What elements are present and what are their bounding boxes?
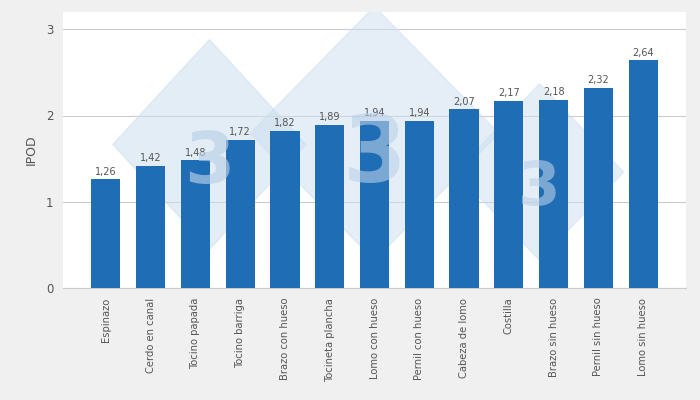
Text: 1,72: 1,72 <box>230 127 251 137</box>
Bar <box>91 179 120 288</box>
Polygon shape <box>250 6 499 260</box>
Bar <box>315 125 344 288</box>
Text: 2,64: 2,64 <box>632 48 654 58</box>
Text: 2,17: 2,17 <box>498 88 519 98</box>
Text: 1,89: 1,89 <box>319 112 340 122</box>
Text: 2,07: 2,07 <box>453 97 475 107</box>
Bar <box>584 88 613 288</box>
Bar <box>449 110 479 288</box>
Text: 1,94: 1,94 <box>409 108 430 118</box>
Bar <box>136 166 165 288</box>
Text: 1,48: 1,48 <box>185 148 206 158</box>
Text: 1,42: 1,42 <box>140 153 162 163</box>
Bar <box>181 160 210 288</box>
Text: 3: 3 <box>342 110 407 200</box>
Text: 1,94: 1,94 <box>364 108 385 118</box>
Text: 2,32: 2,32 <box>587 75 609 85</box>
Bar <box>494 101 524 288</box>
Bar <box>225 140 255 288</box>
Polygon shape <box>113 40 306 249</box>
Text: 1,26: 1,26 <box>95 167 117 177</box>
Bar <box>360 121 389 288</box>
Bar <box>539 100 568 288</box>
Text: 1,82: 1,82 <box>274 118 296 128</box>
Text: 3: 3 <box>518 159 561 218</box>
Y-axis label: IPOD: IPOD <box>25 135 37 165</box>
Polygon shape <box>456 84 624 260</box>
Bar <box>405 121 434 288</box>
Text: 3: 3 <box>184 129 234 198</box>
Bar <box>270 131 300 288</box>
Bar <box>629 60 658 288</box>
Text: 2,18: 2,18 <box>542 87 564 97</box>
